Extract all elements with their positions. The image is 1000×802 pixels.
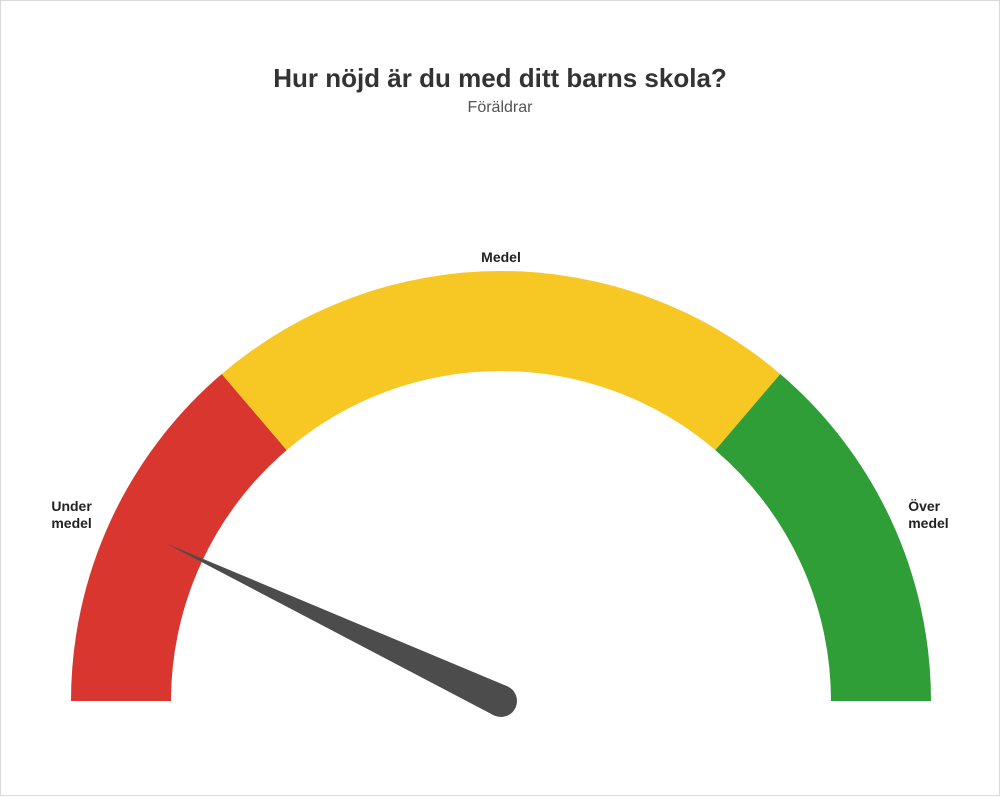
gauge-label-under-medel: Undermedel — [51, 498, 91, 532]
chart-frame: Hur nöjd är du med ditt barns skola? För… — [0, 0, 1000, 796]
gauge-segment-0 — [71, 374, 287, 701]
gauge-svg — [1, 1, 1000, 797]
gauge-needle-hub — [485, 685, 517, 717]
gauge-segment-2 — [715, 374, 931, 701]
gauge-chart — [1, 1, 1000, 797]
gauge-needle — [166, 543, 508, 715]
gauge-label-over-medel: Övermedel — [908, 498, 948, 532]
gauge-label-medel: Medel — [451, 249, 551, 266]
gauge-segment-1 — [222, 271, 781, 450]
